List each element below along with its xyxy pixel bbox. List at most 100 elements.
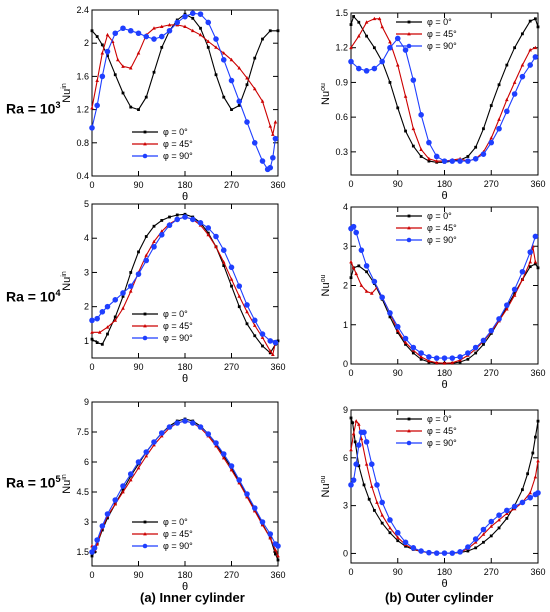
- data-point: [418, 350, 424, 356]
- data-point: [174, 216, 181, 223]
- series-phi90: [89, 418, 281, 555]
- data-point: [402, 335, 409, 342]
- data-point: [251, 505, 258, 511]
- data-point: [441, 158, 448, 164]
- data-point: [497, 526, 501, 530]
- data-point: [521, 32, 524, 36]
- data-point: [95, 35, 99, 38]
- data-point: [175, 213, 179, 217]
- data-point: [273, 120, 278, 124]
- data-point: [474, 351, 478, 355]
- y-tick-label: 2: [84, 38, 89, 48]
- x-tick-label: 360: [270, 362, 285, 372]
- legend-marker: [143, 324, 147, 328]
- data-point: [496, 125, 502, 132]
- data-point: [410, 344, 417, 351]
- y-tick-label: 0.3: [335, 147, 348, 157]
- data-point: [100, 528, 104, 532]
- data-point: [168, 215, 171, 219]
- data-point: [355, 442, 362, 448]
- data-point: [151, 243, 157, 250]
- data-point: [229, 468, 234, 472]
- data-point: [136, 51, 141, 55]
- data-point: [364, 20, 369, 24]
- data-point: [511, 91, 518, 97]
- data-point: [356, 422, 361, 426]
- data-point: [261, 344, 264, 348]
- legend-marker: [143, 130, 147, 134]
- data-point: [129, 271, 133, 274]
- data-point: [144, 95, 148, 99]
- data-point: [152, 70, 156, 74]
- data-point: [395, 63, 400, 67]
- data-point: [237, 104, 241, 107]
- data-point: [120, 290, 126, 296]
- row-label-ra4: Ra = 104: [6, 288, 61, 305]
- data-point: [533, 474, 538, 479]
- data-point: [433, 550, 440, 556]
- data-point: [394, 323, 401, 330]
- data-point: [441, 355, 448, 361]
- data-point: [220, 247, 227, 253]
- data-point: [351, 265, 356, 270]
- data-point: [222, 95, 226, 99]
- data-point: [214, 244, 218, 249]
- data-point: [379, 294, 385, 301]
- data-point: [512, 80, 517, 84]
- data-point: [488, 518, 495, 525]
- y-tick-label: 3: [84, 267, 89, 277]
- x-tick-label: 0: [348, 179, 353, 189]
- y-tick-label: 0.4: [76, 171, 89, 181]
- data-point: [205, 225, 212, 231]
- data-point: [206, 39, 211, 43]
- data-point: [94, 315, 100, 322]
- data-point: [410, 77, 417, 83]
- y-axis-label: Nuin: [61, 474, 73, 494]
- data-point: [244, 491, 250, 497]
- data-point: [353, 461, 359, 467]
- legend-marker: [142, 335, 148, 341]
- y-tick-label: 1: [343, 320, 348, 330]
- data-point: [419, 147, 423, 151]
- data-point: [245, 76, 249, 80]
- data-point: [505, 97, 509, 102]
- data-point: [528, 265, 532, 269]
- x-tick-label: 270: [484, 567, 499, 577]
- data-point: [380, 513, 384, 517]
- data-point: [261, 37, 264, 41]
- data-point: [520, 277, 525, 282]
- legend-label-phi0: φ = 0°: [163, 309, 188, 319]
- data-point: [237, 66, 242, 70]
- data-point: [349, 45, 353, 50]
- data-point: [268, 124, 273, 128]
- data-point: [488, 139, 495, 146]
- data-point: [104, 48, 111, 55]
- x-axis-label: θ: [441, 190, 447, 202]
- data-point: [221, 456, 226, 460]
- data-point: [213, 36, 219, 42]
- data-point: [396, 539, 400, 543]
- data-point: [404, 342, 407, 346]
- data-point: [95, 78, 99, 82]
- data-point: [182, 214, 188, 220]
- legend-marker: [142, 543, 148, 549]
- chart-ra4-outer: 0 90 180 270 360 0 1 2 3 4 θ Nuou φ = 0° φ = 45° φ = 9…: [320, 202, 546, 391]
- data-point: [160, 219, 164, 222]
- data-point: [158, 430, 165, 436]
- data-point: [91, 545, 98, 551]
- data-point: [427, 159, 431, 163]
- data-point: [244, 302, 250, 308]
- data-point: [369, 291, 374, 295]
- data-point: [363, 439, 370, 445]
- data-point: [236, 477, 243, 483]
- data-point: [528, 490, 533, 495]
- data-point: [379, 499, 385, 506]
- data-point: [404, 544, 407, 548]
- data-point: [120, 25, 126, 32]
- series-line-phi0: [350, 263, 539, 364]
- data-point: [99, 523, 106, 529]
- data-point: [480, 337, 487, 344]
- data-point: [489, 104, 493, 107]
